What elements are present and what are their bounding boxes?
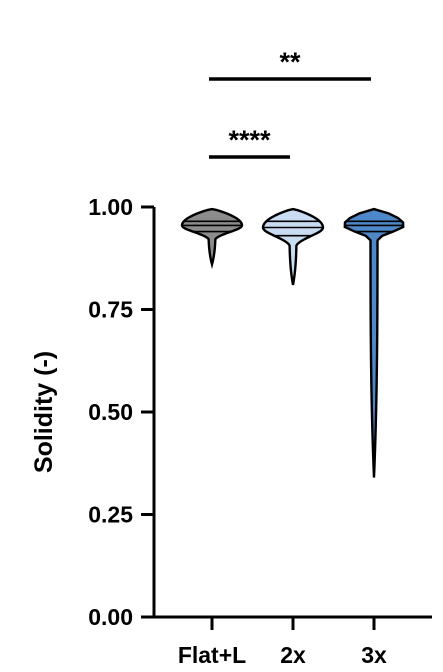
significance-label: **** xyxy=(228,125,271,155)
y-ticks: 0.00 0.25 0.50 0.75 1.00 xyxy=(88,194,154,630)
x-category-label: 3x xyxy=(361,642,387,668)
violin-Flat+L xyxy=(180,207,244,270)
y-tick-label: 0.50 xyxy=(88,399,133,425)
x-category-labels: Flat+L 2x 3x xyxy=(178,617,387,668)
violin-3x xyxy=(343,207,405,478)
y-tick-label: 1.00 xyxy=(88,194,133,220)
x-category-label: Flat+L xyxy=(178,642,246,668)
y-tick-label: 0.75 xyxy=(88,297,133,323)
significance-label: ** xyxy=(279,47,301,77)
y-tick-label: 0.00 xyxy=(88,604,133,630)
violin-2x xyxy=(261,207,325,286)
x-category-label: 2x xyxy=(280,642,306,668)
violin-plot-area xyxy=(180,207,405,478)
significance-annotations: ****** xyxy=(209,47,371,159)
y-axis-label: Solidity (-) xyxy=(30,351,58,473)
y-tick-label: 0.25 xyxy=(88,502,133,528)
